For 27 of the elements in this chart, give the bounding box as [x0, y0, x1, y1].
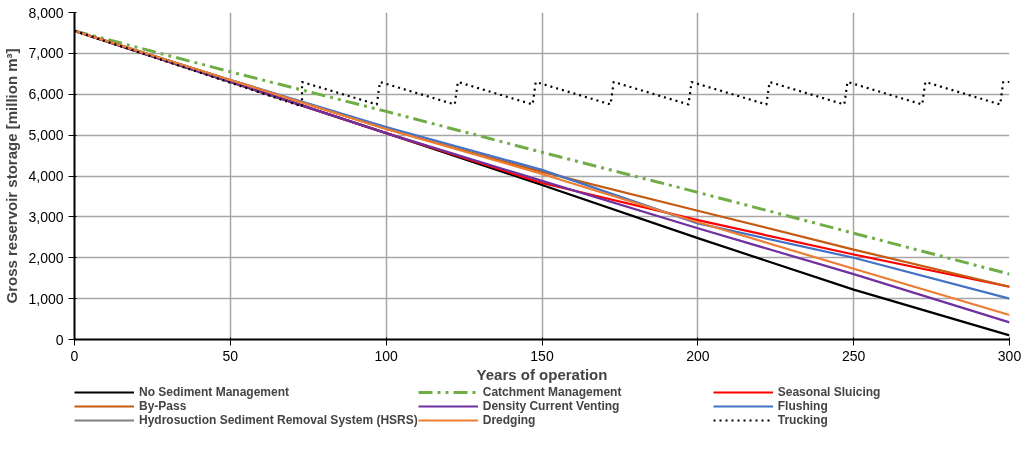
x-tick-label: 0 — [70, 347, 79, 364]
legend-label: Seasonal Sluicing — [777, 385, 882, 399]
y-tick-label: 7,000 — [28, 45, 64, 62]
legend-label: No Sediment Management — [139, 385, 291, 399]
y-axis-title: Gross reservoir storage [million m³] — [3, 48, 21, 304]
legend-label: Dredging — [482, 413, 537, 427]
legend-label: Catchment Management — [482, 385, 623, 399]
y-tick-label: 1,000 — [28, 290, 64, 307]
y-tick-label: 5,000 — [28, 127, 64, 144]
y-tick-label: 6,000 — [28, 86, 64, 103]
x-tick-label: 200 — [686, 347, 710, 364]
legend-label: Trucking — [777, 413, 829, 427]
legend-label: By-Pass — [139, 399, 188, 413]
y-tick-label: 8,000 — [28, 4, 64, 21]
y-tick-label: 2,000 — [28, 249, 64, 266]
x-tick-label: 250 — [841, 347, 866, 364]
x-tick-label: 300 — [997, 347, 1022, 364]
x-axis-title: Years of operation — [476, 365, 608, 383]
y-tick-label: 3,000 — [28, 208, 64, 225]
x-tick-label: 150 — [530, 347, 554, 364]
y-tick-label: 0 — [55, 331, 64, 348]
x-tick-label: 100 — [374, 347, 399, 364]
legend-label: Density Current Venting — [482, 399, 621, 413]
y-tick-label: 4,000 — [28, 168, 64, 184]
x-tick-label: 50 — [222, 347, 239, 364]
legend-label: Hydrosuction Sediment Removal System (HSRS) — [139, 413, 418, 427]
legend-label: Flushing — [777, 399, 829, 413]
